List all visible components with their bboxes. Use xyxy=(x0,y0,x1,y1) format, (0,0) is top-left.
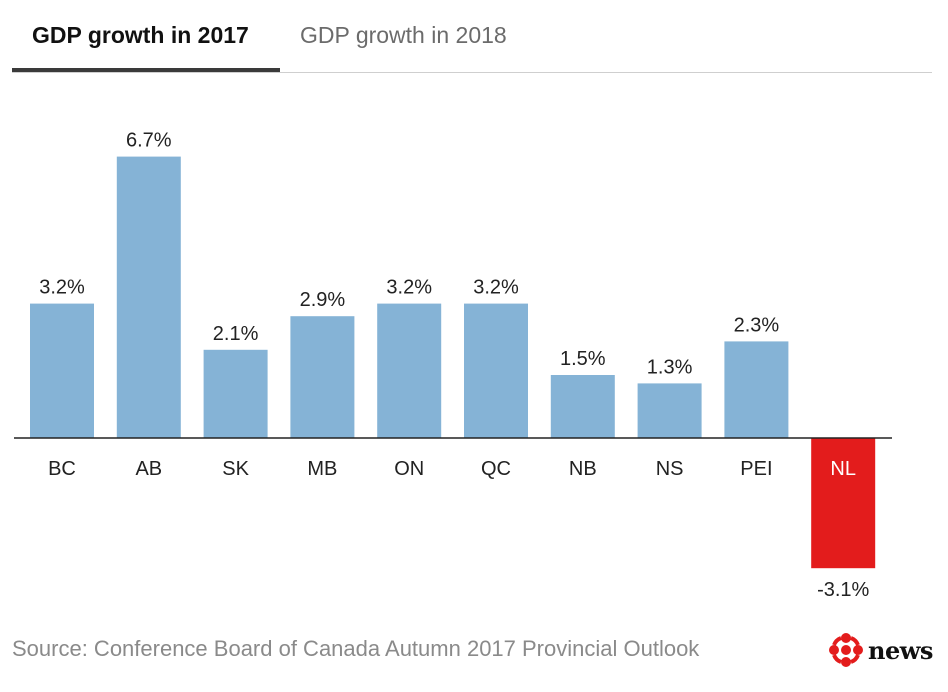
value-label-ab: 6.7% xyxy=(126,130,172,152)
bar-on xyxy=(377,303,442,438)
gdp-bar-chart: 3.2% BC 6.7% AB 2.1% SK 2.9% MB 3.2% ON 3.2% QC 1.5%… xyxy=(14,130,892,601)
category-label-nl: NL xyxy=(830,458,856,480)
cbc-gem-icon xyxy=(829,633,863,667)
category-label-qc: QC xyxy=(481,458,511,480)
tab-gdp-2017[interactable]: GDP growth in 2017 xyxy=(32,22,249,48)
bar-nl xyxy=(811,438,876,569)
value-label-qc: 3.2% xyxy=(473,277,519,299)
category-label-sk: SK xyxy=(222,458,249,480)
value-label-sk: 2.1% xyxy=(213,323,259,345)
bar-ab xyxy=(116,156,181,438)
logo-text: news xyxy=(868,635,933,665)
tab-bar: GDP growth in 2017 GDP growth in 2018 xyxy=(12,0,932,73)
bar-pei xyxy=(724,341,789,438)
value-label-mb: 2.9% xyxy=(300,289,346,311)
category-label-pei: PEI xyxy=(740,458,772,480)
active-tab-underline xyxy=(12,68,280,72)
bar-bc xyxy=(30,303,94,438)
category-label-on: ON xyxy=(394,458,424,480)
bar-qc xyxy=(464,303,528,438)
category-label-ns: NS xyxy=(656,458,684,480)
source-note: Source: Conference Board of Canada Autum… xyxy=(12,636,700,661)
value-label-bc: 3.2% xyxy=(39,277,85,299)
value-label-on: 3.2% xyxy=(386,277,432,299)
tab-gdp-2018[interactable]: GDP growth in 2018 xyxy=(300,22,507,48)
category-label-nb: NB xyxy=(569,458,597,480)
value-label-nl: -3.1% xyxy=(817,579,869,601)
cbc-news-logo: news xyxy=(828,630,936,670)
bar-nb xyxy=(550,375,615,438)
value-label-pei: 2.3% xyxy=(734,314,780,336)
bar-sk xyxy=(203,349,268,438)
value-label-nb: 1.5% xyxy=(560,348,606,370)
bar-ns xyxy=(637,383,702,438)
value-label-ns: 1.3% xyxy=(647,356,693,378)
category-label-mb: MB xyxy=(307,458,337,480)
bar-mb xyxy=(290,316,355,438)
category-label-bc: BC xyxy=(48,458,76,480)
category-label-ab: AB xyxy=(135,458,162,480)
